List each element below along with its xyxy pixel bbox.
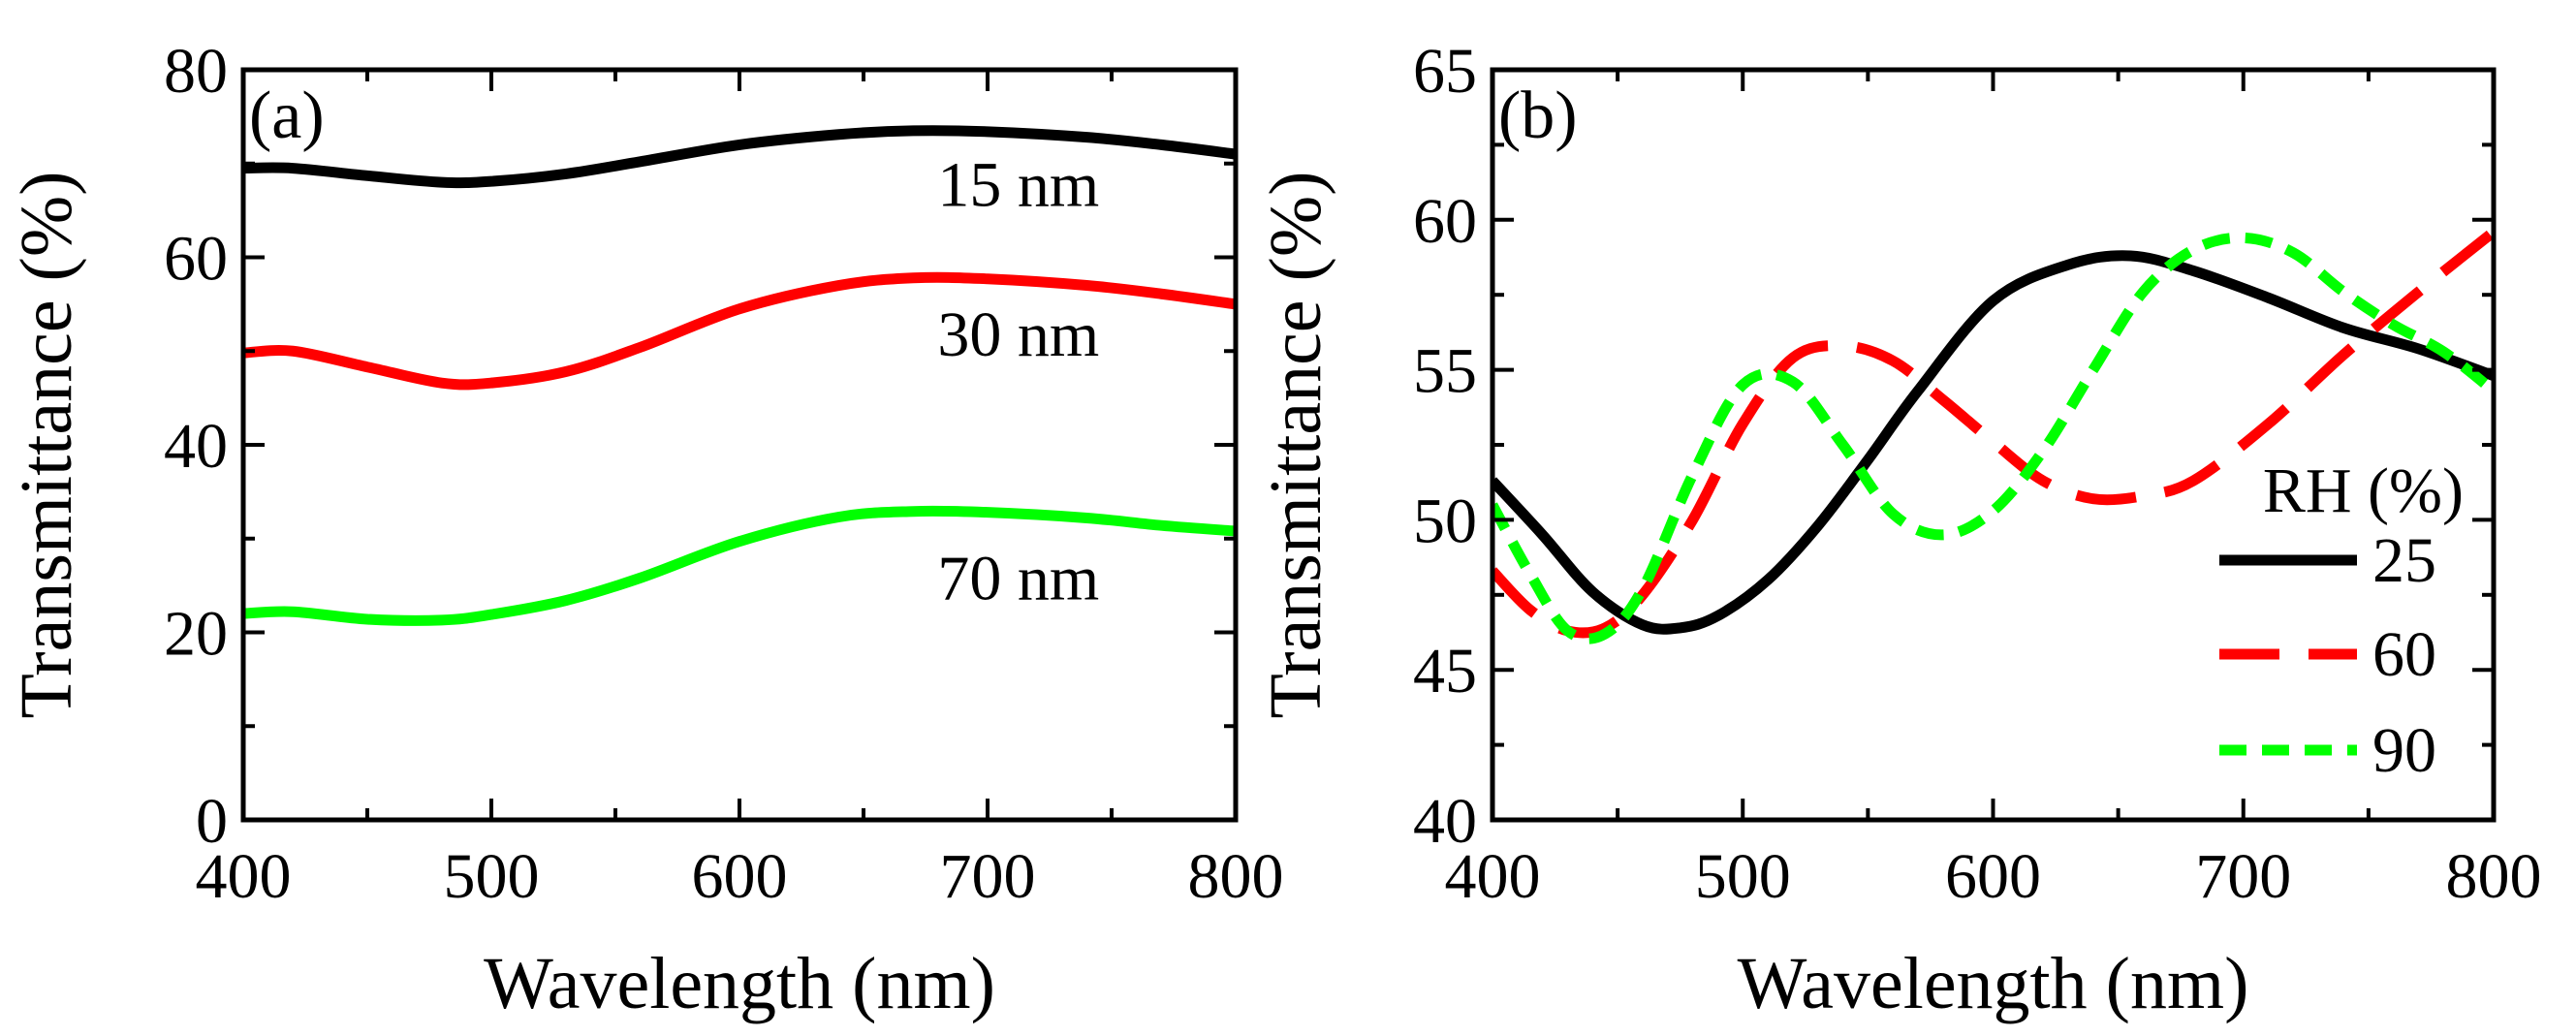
series-line-15-nm [243, 125, 1236, 189]
series-line-90 [1492, 232, 2494, 644]
x-tick-label: 500 [1695, 841, 1791, 912]
series-line-30-nm [243, 271, 1236, 391]
series-line-25 [1492, 250, 2494, 635]
x-tick-label: 400 [196, 841, 292, 912]
legend-title: RH (%) [2263, 455, 2464, 526]
y-tick-label: 40 [164, 411, 228, 482]
x-tick-label: 600 [692, 841, 788, 912]
x-axis-label: Wavelength (nm) [1738, 943, 2249, 1024]
panel-label: (b) [1498, 78, 1578, 153]
y-axis-label: Transmittance (%) [1255, 172, 1336, 719]
x-axis-label: Wavelength (nm) [484, 943, 995, 1024]
y-tick-label: 60 [1413, 186, 1477, 257]
y-tick-label: 20 [164, 599, 228, 670]
panel-label: (a) [249, 78, 325, 153]
x-tick-label: 700 [940, 841, 1036, 912]
series-label: 30 nm [937, 299, 1099, 370]
panel-a-chart: 400 500 600 700 800 0 20 40 60 80 Wavelength (nm) T… [6, 36, 1284, 1024]
y-tick-label: 65 [1413, 36, 1477, 107]
y-tick-label: 55 [1413, 336, 1477, 407]
legend-label: 90 [2372, 715, 2436, 786]
y-tick-label: 50 [1413, 486, 1477, 556]
x-tick-label: 400 [1445, 841, 1541, 912]
x-tick-label: 500 [444, 841, 540, 912]
panel-b-chart: 400 500 600 700 800 40 45 50 55 60 65 Wavelength (n… [1255, 36, 2542, 1024]
x-tick-label: 800 [1188, 841, 1284, 912]
y-tick-label: 60 [164, 224, 228, 295]
y-tick-label: 40 [1413, 786, 1477, 857]
y-tick-label: 45 [1413, 636, 1477, 706]
x-tick-label: 600 [1945, 841, 2041, 912]
y-tick-label: 80 [164, 36, 228, 107]
x-tick-label: 700 [2195, 841, 2291, 912]
series-line-60 [1492, 227, 2494, 639]
x-tick-label: 800 [2446, 841, 2542, 912]
y-axis-label: Transmittance (%) [6, 172, 87, 719]
y-tick-label: 0 [196, 786, 228, 857]
series-line-70-nm [243, 505, 1236, 626]
series-label: 15 nm [937, 149, 1099, 220]
series-label: 70 nm [937, 544, 1099, 614]
plot-frame [1490, 67, 2497, 823]
legend-label: 25 [2372, 525, 2436, 596]
legend-label: 60 [2372, 619, 2436, 690]
